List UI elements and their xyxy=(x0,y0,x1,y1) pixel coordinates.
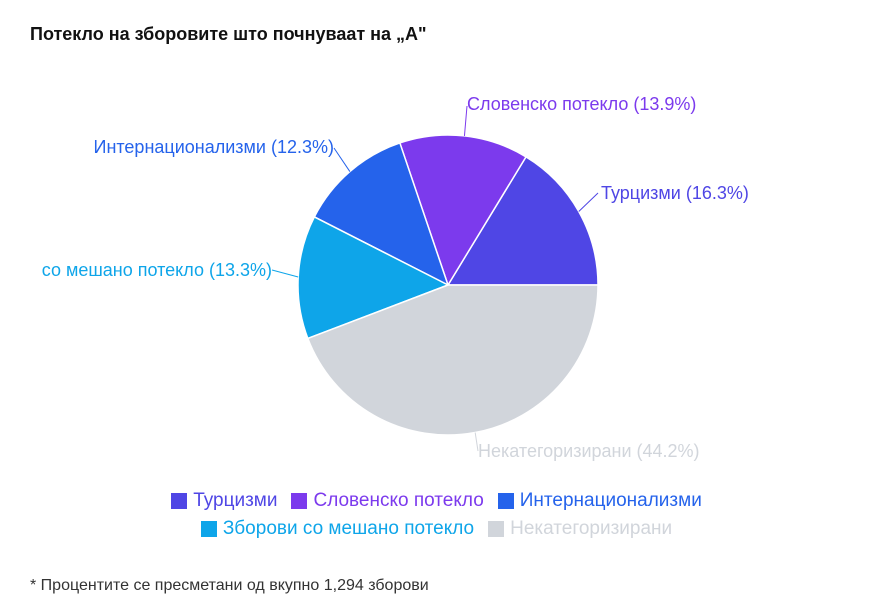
legend-item-mesano[interactable]: Зборови со мешано потекло xyxy=(200,518,475,540)
legend-item-nekategorizirani[interactable]: Некатегоризирани xyxy=(488,518,672,540)
legend-label: Зборови со мешано потекло xyxy=(222,518,475,539)
legend-label: Турцизми xyxy=(193,490,278,511)
legend-swatch xyxy=(171,493,188,509)
slice-leader-line xyxy=(578,192,599,212)
legend-item-turcizmi[interactable]: Турцизми xyxy=(171,490,277,512)
slice-leader-line xyxy=(474,432,479,452)
legend-item-slovensko[interactable]: Словенско потекло xyxy=(291,490,484,512)
legend-label: Некатегоризирани xyxy=(510,518,673,539)
legend-label: Словенско потекло xyxy=(313,490,484,511)
slice-label: Некатегоризирани (44.2%) xyxy=(478,441,700,461)
slice-leader-line xyxy=(333,147,351,172)
legend-row-1: Турцизми Словенско потекло Интернационал… xyxy=(171,490,702,512)
legend-row-2: Зборови со мешано потекло Некатегоризира… xyxy=(200,518,672,540)
slice-leader-line xyxy=(463,105,468,136)
chart-title: Потекло на зборовите што почнуваат на „А… xyxy=(30,24,427,44)
legend-swatch xyxy=(488,521,505,537)
pie-slice[interactable] xyxy=(306,284,599,436)
slice-label: Словенско потекло (13.9%) xyxy=(467,94,696,114)
pie-slice[interactable] xyxy=(297,215,450,340)
pie-slice[interactable] xyxy=(398,134,528,287)
legend-swatch xyxy=(291,493,308,509)
chart-legend: Турцизми Словенско потекло Интернационал… xyxy=(0,490,873,540)
legend-label: Интернационализми xyxy=(519,490,702,511)
slice-label: Турцизми (16.3%) xyxy=(601,183,749,203)
legend-item-internacionalizmi[interactable]: Интернационализми xyxy=(497,490,702,512)
footnote: * Процентите се пресметани од вкупно 1,2… xyxy=(30,577,429,594)
slice-label: со мешано потекло (13.3%) xyxy=(42,260,272,280)
legend-swatch xyxy=(497,493,514,509)
label-clip-mask xyxy=(0,250,26,290)
slice-label: Интернационализми (12.3%) xyxy=(94,137,335,157)
legend-swatch xyxy=(200,521,217,537)
slice-leader-line xyxy=(271,269,299,278)
